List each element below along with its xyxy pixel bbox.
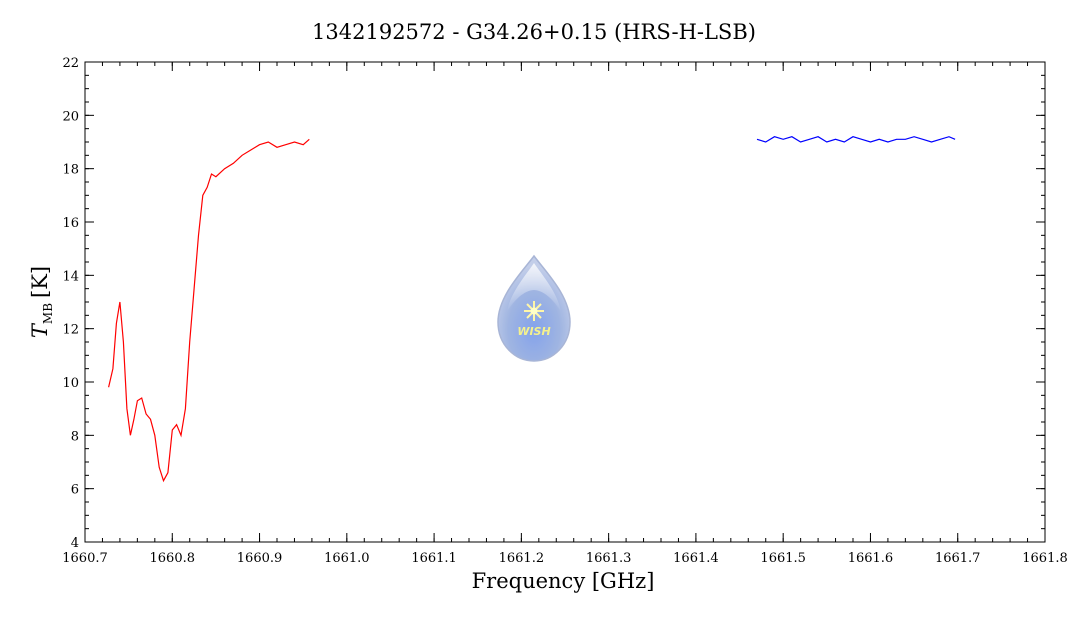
x-tick-label: 1661.3 [586,551,632,566]
x-tick-label: 1661.7 [935,551,981,566]
y-tick-label: 20 [62,109,79,124]
x-tick-label: 1661.5 [760,551,806,566]
x-tick-label: 1661.0 [324,551,370,566]
y-tick-label: 10 [62,376,79,391]
y-tick-label: 4 [71,536,79,551]
wish-logo-text: WISH [517,325,550,338]
chart-title: 1342192572 - G34.26+0.15 (HRS-H-LSB) [312,20,756,44]
y-tick-label: 22 [62,56,79,71]
y-tick-label: 6 [71,483,79,498]
x-tick-label: 1660.8 [150,551,196,566]
y-tick-label: 16 [62,216,79,231]
x-tick-label: 1661.1 [411,551,457,566]
series-line-2 [756,136,956,143]
x-tick-label: 1660.9 [237,551,283,566]
svg-text:TMB[K]: TMB [K] [28,266,55,338]
wish-logo: WISH [497,254,571,362]
y-tick-label: 18 [62,163,79,178]
y-axis-label-main: T [28,322,52,338]
series-layer [108,136,956,483]
y-tick-label: 14 [62,269,79,284]
x-tick-label: 1660.7 [62,551,108,566]
y-tick-label: 8 [71,429,79,444]
y-tick-label: 12 [62,323,79,338]
x-tick-label: 1661.4 [673,551,719,566]
x-tick-label: 1661.6 [848,551,894,566]
y-axis-label-sub: MB [41,303,55,324]
ticks-layer: 1660.7 1660.8 1660.9 1661.0 1661.1 1661.2 1661… [62,56,1068,566]
y-axis-label-unit: [K] [28,266,52,298]
series-line-1 [108,138,310,483]
x-tick-label: 1661.2 [499,551,545,566]
x-axis-label: Frequency [GHz] [472,569,655,593]
y-axis-label: TMB [K] [28,266,55,338]
x-tick-label: 1661.8 [1022,551,1068,566]
